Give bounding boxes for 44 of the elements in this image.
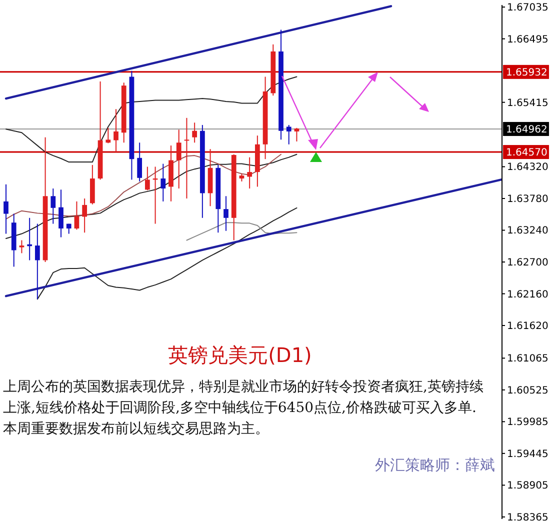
candlestick: [184, 117, 190, 199]
candlestick: [137, 142, 142, 182]
y-tick-label: 1.66495: [507, 34, 548, 46]
candlestick: [19, 240, 24, 254]
line-series: [6, 154, 298, 239]
candlestick: [160, 163, 166, 202]
line-series: [36, 207, 298, 300]
line-series: [6, 76, 298, 163]
candlestick: [247, 156, 252, 189]
candlestick: [176, 129, 182, 189]
candlestick: [144, 166, 150, 191]
ref-line-label: 1.65932: [506, 67, 548, 78]
y-tick-label: 1.59985: [507, 417, 548, 428]
y-tick-label: 1.62160: [507, 289, 548, 300]
ref-line-label: 1.64962: [506, 124, 548, 136]
annotation: 上周公布的英国数据表现优异，特别是就业市场的好转令投资者疯狂,英镑持续上涨,短线价格处于回调阶段,多空中轴线位于6450点位,价格跌破可买入多单.本周重要数据发布前以短线交易思路为主。: [3, 379, 484, 437]
y-tick-label: 1.61065: [507, 354, 548, 365]
y-tick-label: 1.67035: [507, 2, 548, 14]
y-tick-label: 1.58905: [507, 480, 548, 492]
y-tick-label: 1.59445: [507, 448, 548, 460]
y-tick-label: 1.60525: [507, 385, 548, 396]
candlestick: [34, 223, 40, 300]
candlestick: [74, 200, 80, 230]
candlestick: [114, 108, 118, 153]
candlestick: [106, 127, 111, 144]
y-tick-label: 1.64320: [507, 162, 548, 174]
line-series: [186, 222, 298, 241]
annotation: 外汇策略师：薛斌: [375, 456, 495, 474]
y-tick-label: 1.63780: [507, 194, 548, 205]
candlestick: [58, 189, 64, 238]
candlestick: [4, 184, 8, 234]
ref-line-label: 1.64570: [506, 148, 548, 159]
y-tick-label: 1.62700: [507, 258, 548, 268]
candlestick: [286, 124, 292, 145]
text: 英镑兑美元(D1): [168, 343, 312, 367]
candlestick: [50, 188, 56, 224]
y-tick-label: 1.61620: [507, 321, 548, 332]
y-tick-label: 1.63240: [507, 226, 548, 237]
candlestick: [192, 122, 198, 144]
candlestick: [82, 198, 88, 234]
y-tick-label: 1.58365: [507, 512, 548, 524]
candlestick: [294, 127, 300, 142]
candlestick: [224, 196, 228, 232]
y-tick-label: 1.65415: [507, 98, 548, 109]
